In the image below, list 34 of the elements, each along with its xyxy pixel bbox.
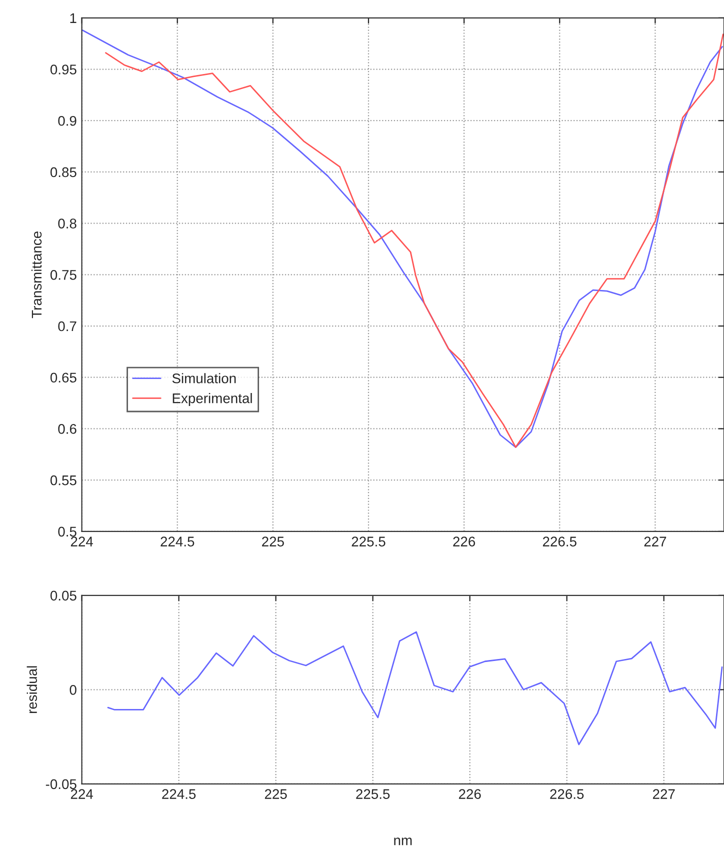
y-tick-label: 0.05 — [50, 590, 76, 601]
y-tick-label: 0.55 — [50, 475, 76, 486]
y-tick-label: 0.8 — [58, 218, 76, 228]
x-tick-label: 224.5 — [160, 536, 194, 546]
x-tick-label: 224 — [70, 536, 93, 546]
y-tick-label: 1 — [70, 13, 76, 23]
x-tick-label: 225.5 — [352, 536, 386, 546]
y-tick-label: 0.7 — [58, 321, 76, 332]
x-axis-title: nm — [394, 838, 412, 846]
x-tick-label: 227 — [652, 789, 675, 799]
y-tick-label: 0.85 — [50, 167, 76, 178]
x-tick-label: 225 — [262, 536, 284, 546]
y-tick-label: 0.75 — [50, 270, 76, 280]
y-tick-label: -0.05 — [46, 779, 76, 790]
x-tick-label: 226.5 — [550, 789, 584, 799]
legend-label: Experimental — [172, 393, 252, 406]
legend-label: Simulation — [172, 373, 236, 384]
x-tick-label: 225 — [264, 789, 287, 799]
x-tick-label: 225.5 — [356, 789, 390, 799]
y-tick-label: 0.65 — [50, 372, 76, 383]
y-tick-label: 0.95 — [50, 64, 76, 74]
y-axis-title: residual — [26, 666, 37, 714]
y-tick-label: 0 — [70, 684, 76, 695]
x-tick-label: 224.5 — [162, 789, 196, 799]
y-tick-label: 0.5 — [58, 526, 76, 537]
y-tick-label: 0.6 — [58, 424, 76, 434]
x-tick-label: 226 — [453, 536, 476, 546]
x-tick-label: 227 — [644, 536, 666, 546]
x-tick-label: 226.5 — [542, 536, 576, 546]
x-tick-label: 224 — [70, 789, 93, 799]
line-series — [107, 631, 723, 746]
x-tick-label: 226 — [458, 789, 481, 799]
y-axis-title: Transmittance — [31, 232, 42, 318]
y-tick-label: 0.9 — [58, 116, 76, 126]
